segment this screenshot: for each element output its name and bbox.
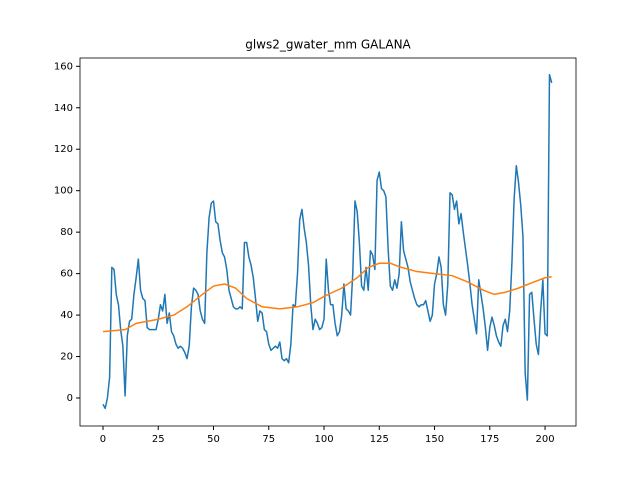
y-tick-label: 160 <box>54 61 73 72</box>
x-tick-label: 75 <box>262 434 275 445</box>
line <box>102 262 552 333</box>
x-tick-label: 50 <box>207 434 220 445</box>
y-tick-label: 40 <box>60 310 73 321</box>
x-tick-label: 100 <box>314 434 333 445</box>
plot-frame <box>79 57 577 427</box>
x-tick-label: 125 <box>370 434 389 445</box>
x-tick-label: 175 <box>480 434 499 445</box>
y-tick-label: 100 <box>54 186 73 197</box>
y-tick-label: 120 <box>54 144 73 155</box>
y-tick-label: 60 <box>60 269 73 280</box>
y-tick-label: 0 <box>67 393 73 404</box>
x-tick-label: 25 <box>152 434 165 445</box>
x-tick-label: 150 <box>425 434 444 445</box>
chart-title: glws2_gwater_mm GALANA <box>245 38 411 52</box>
y-tick-label: 140 <box>54 103 73 114</box>
y-tick-label: 20 <box>60 352 73 363</box>
y-tick-label: 80 <box>60 227 73 238</box>
x-tick-label: 200 <box>536 434 555 445</box>
x-tick-label: 0 <box>100 434 106 445</box>
line <box>102 73 553 410</box>
